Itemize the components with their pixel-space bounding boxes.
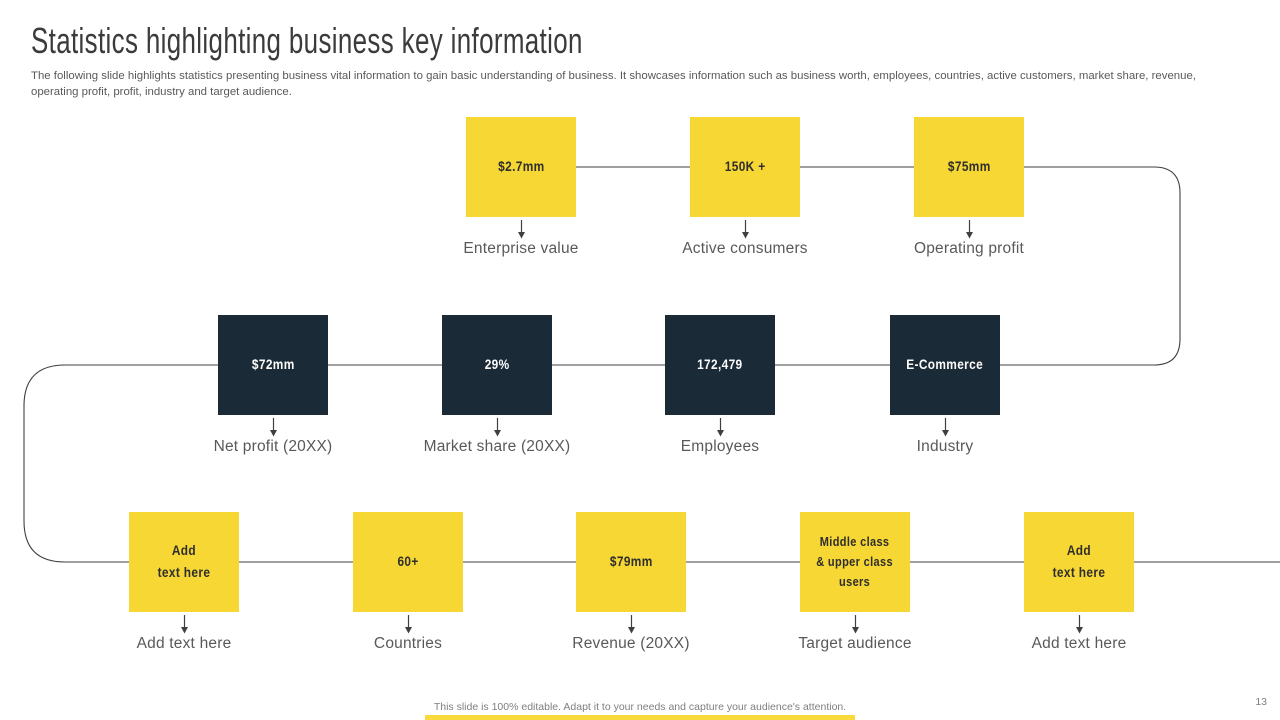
stat-label: Add text here: [136, 635, 232, 652]
down-arrow-icon: [269, 418, 277, 437]
stat-box-employees[interactable]: 172,479: [665, 315, 775, 415]
down-arrow-icon: [741, 220, 749, 239]
stat-unit-countries: 60+ Countries: [318, 512, 498, 653]
stat-unit-target-audience: Middle class & upper class users Target …: [765, 512, 945, 653]
stat-box-target-audience[interactable]: Middle class & upper class users: [800, 512, 910, 612]
stat-value: 172,479: [697, 357, 743, 373]
stat-unit-net-profit: $72mm Net profit (20XX): [183, 315, 363, 456]
stat-unit-operating-profit: $75mm Operating profit: [879, 117, 1059, 258]
stat-unit-placeholder-left: Add text here Add text here: [94, 512, 274, 653]
down-arrow-icon: [941, 418, 949, 437]
stat-box-active-consumers[interactable]: 150K +: [690, 117, 800, 217]
down-arrow-icon: [1075, 615, 1083, 634]
stat-box-industry[interactable]: E-Commerce: [890, 315, 1000, 415]
stat-unit-market-share: 29% Market share (20XX): [407, 315, 587, 456]
stat-label: Countries: [373, 635, 443, 652]
footer-accent-bar: [425, 715, 855, 720]
stat-label: Active consumers: [682, 240, 808, 257]
stat-label: Net profit (20XX): [213, 438, 333, 455]
down-arrow-icon: [627, 615, 635, 634]
stat-box-placeholder-left[interactable]: Add text here: [129, 512, 239, 612]
stat-value: Add text here: [1052, 543, 1106, 580]
stat-value: $75mm: [947, 159, 991, 175]
slide-description: The following slide highlights statistic…: [31, 70, 1196, 98]
stat-label: Add text here: [1031, 635, 1127, 652]
down-arrow-icon: [493, 418, 501, 437]
stat-value: $2.7mm: [497, 159, 545, 175]
stat-value: $79mm: [609, 554, 653, 570]
stat-unit-revenue: $79mm Revenue (20XX): [541, 512, 721, 653]
down-arrow-icon: [180, 615, 188, 634]
down-arrow-icon: [517, 220, 525, 239]
stat-value: Middle class & upper class users: [816, 535, 894, 589]
stat-box-operating-profit[interactable]: $75mm: [914, 117, 1024, 217]
down-arrow-icon: [965, 220, 973, 239]
stat-value: 60+: [397, 554, 419, 570]
stat-value: $72mm: [251, 357, 295, 373]
down-arrow-icon: [716, 418, 724, 437]
page-number: 13: [1255, 696, 1267, 708]
stat-value: 150K +: [724, 159, 766, 175]
stat-box-placeholder-right[interactable]: Add text here: [1024, 512, 1134, 612]
page-title: Statistics highlighting business key inf…: [31, 20, 583, 61]
stat-label: Operating profit: [913, 240, 1025, 257]
footer-note: This slide is 100% editable. Adapt it to…: [433, 701, 847, 713]
stat-label: Market share (20XX): [423, 438, 571, 455]
stat-unit-employees: 172,479 Employees: [630, 315, 810, 456]
stat-box-countries[interactable]: 60+: [353, 512, 463, 612]
stat-unit-active-consumers: 150K + Active consumers: [655, 117, 835, 258]
stat-label: Enterprise value: [463, 240, 579, 257]
stat-value: 29%: [484, 357, 510, 373]
stat-box-net-profit[interactable]: $72mm: [218, 315, 328, 415]
stat-label: Target audience: [798, 635, 912, 652]
stat-box-revenue[interactable]: $79mm: [576, 512, 686, 612]
stat-unit-enterprise-value: $2.7mm Enterprise value: [431, 117, 611, 258]
down-arrow-icon: [851, 615, 859, 634]
stat-label: Employees: [680, 438, 760, 455]
stat-unit-placeholder-right: Add text here Add text here: [989, 512, 1169, 653]
stat-box-enterprise-value[interactable]: $2.7mm: [466, 117, 576, 217]
stat-value: Add text here: [157, 543, 211, 580]
stat-label: Revenue (20XX): [572, 635, 690, 652]
stat-box-market-share[interactable]: 29%: [442, 315, 552, 415]
stat-unit-industry: E-Commerce Industry: [855, 315, 1035, 456]
stat-label: Industry: [916, 438, 974, 455]
stat-value: E-Commerce: [906, 357, 984, 373]
down-arrow-icon: [404, 615, 412, 634]
